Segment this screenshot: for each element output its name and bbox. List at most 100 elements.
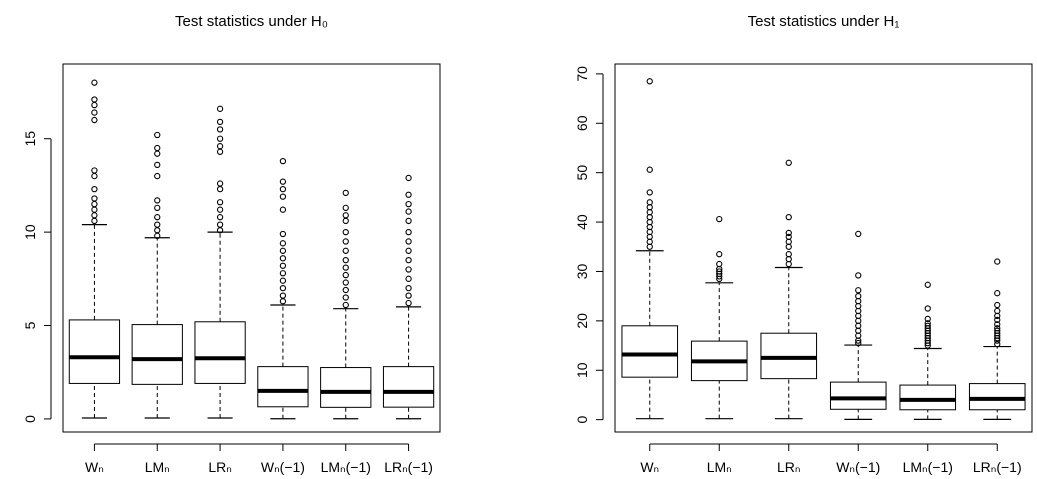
x-tick-label: LMₙ(−1) <box>903 459 953 475</box>
outlier <box>716 251 723 258</box>
outlier <box>342 238 349 245</box>
x-tick-label: LRₙ <box>777 459 800 475</box>
y-tick-label: 10 <box>22 224 38 240</box>
outlier <box>154 227 161 234</box>
outlier <box>646 166 653 173</box>
outlier <box>785 251 792 258</box>
outlier <box>216 148 224 155</box>
outlier <box>646 78 653 85</box>
box <box>968 383 1026 411</box>
outlier <box>216 186 224 193</box>
outlier <box>342 256 349 264</box>
x-tick-label: Wₙ(−1) <box>836 459 880 475</box>
outlier <box>279 206 287 213</box>
outlier <box>994 301 1001 309</box>
outlier <box>342 264 349 271</box>
outlier <box>91 217 98 225</box>
y-tick-label: 10 <box>574 362 590 378</box>
outlier <box>342 212 349 219</box>
outlier <box>342 247 349 254</box>
outlier <box>924 315 931 323</box>
outlier <box>924 320 931 327</box>
outlier <box>405 217 412 225</box>
x-tick-label: LMₙ <box>145 459 170 475</box>
outlier <box>91 116 98 124</box>
outlier <box>785 233 792 241</box>
outlier <box>91 101 98 109</box>
outlier <box>279 262 287 269</box>
outlier <box>646 199 653 206</box>
outlier <box>716 260 723 268</box>
x-tick-label: LMₙ <box>707 459 732 475</box>
outlier <box>994 316 1001 324</box>
outlier <box>646 189 653 196</box>
outlier <box>405 238 412 245</box>
outlier <box>91 212 98 219</box>
x-tick-label: Wₙ <box>85 459 104 475</box>
outlier <box>785 229 792 237</box>
outlier <box>279 186 287 193</box>
outlier <box>855 293 862 300</box>
outlier <box>279 230 287 238</box>
outlier <box>342 189 349 197</box>
plot-frame <box>62 63 441 433</box>
outlier <box>216 135 224 142</box>
outlier <box>405 256 412 264</box>
outlier <box>785 159 792 166</box>
outlier <box>994 325 1001 332</box>
outlier <box>924 305 931 312</box>
outlier <box>279 255 287 262</box>
outlier <box>342 286 349 294</box>
outlier <box>216 214 224 221</box>
outlier <box>405 228 412 236</box>
outlier <box>216 199 224 206</box>
chart-title: Test statistics under H₁ <box>748 13 900 30</box>
x-tick-label: LRₙ(−1) <box>384 459 433 475</box>
outlier <box>855 287 862 294</box>
outlier <box>785 213 792 221</box>
outlier <box>279 157 287 165</box>
outlier <box>216 105 224 112</box>
outlier <box>91 186 98 193</box>
outlier <box>279 270 287 277</box>
outlier <box>924 281 931 288</box>
outlier <box>91 200 98 208</box>
outlier <box>855 339 862 347</box>
outlier <box>91 167 98 174</box>
box <box>131 324 183 385</box>
outlier <box>216 221 224 228</box>
outlier <box>342 294 349 301</box>
x-tick-label: Wₙ <box>640 459 659 475</box>
outlier <box>154 144 161 152</box>
box <box>194 321 246 384</box>
outlier <box>279 277 287 284</box>
outlier <box>405 275 412 282</box>
outlier <box>216 118 224 126</box>
outlier <box>994 290 1001 297</box>
y-tick-label: 50 <box>574 165 590 181</box>
outlier <box>279 240 287 247</box>
outlier <box>405 285 412 292</box>
y-tick-label: 0 <box>22 415 38 423</box>
outlier <box>216 180 224 187</box>
outlier <box>279 178 287 185</box>
outlier <box>154 172 161 180</box>
x-tick-label: Wₙ(−1) <box>261 459 305 475</box>
outlier <box>154 204 161 211</box>
x-tick-label: LRₙ <box>208 459 231 475</box>
outlier <box>342 217 349 225</box>
y-tick-label: 40 <box>574 214 590 230</box>
box <box>320 367 372 408</box>
x-tick-label: LMₙ(−1) <box>321 459 371 475</box>
outlier <box>154 161 161 169</box>
box <box>382 366 435 408</box>
outlier <box>279 298 287 305</box>
outlier <box>154 150 161 157</box>
box <box>68 319 121 384</box>
outlier <box>994 258 1001 265</box>
outlier <box>279 193 287 200</box>
outlier <box>405 299 412 307</box>
x-tick-label: LRₙ(−1) <box>973 459 1022 475</box>
outlier <box>716 268 723 275</box>
